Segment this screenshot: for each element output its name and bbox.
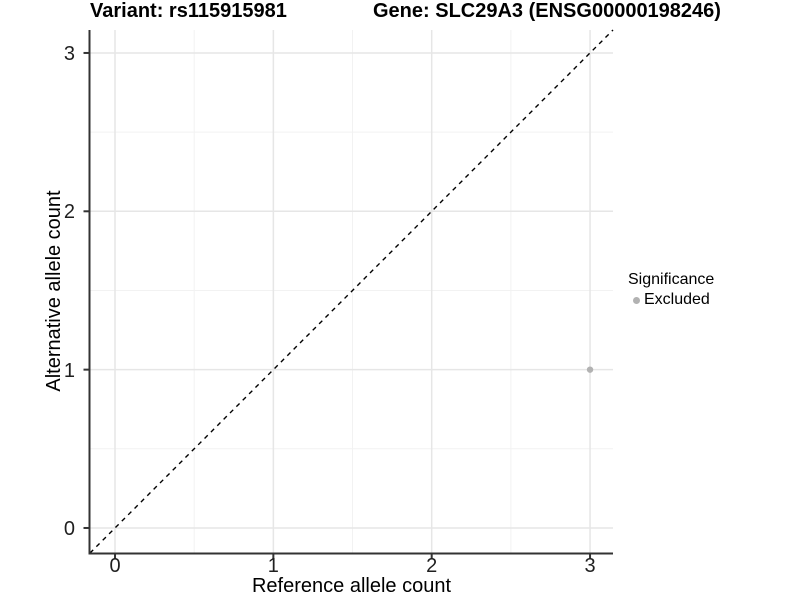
- legend-item-excluded: Excluded: [628, 290, 714, 310]
- x-tick-label: 2: [426, 555, 438, 577]
- legend: Significance Excluded: [628, 270, 714, 310]
- x-axis-title: Reference allele count: [251, 575, 451, 597]
- y-tick-label: 0: [63, 517, 75, 540]
- plot-title-variant: Variant: rs115915981: [90, 0, 287, 22]
- x-tick-label: 1: [267, 555, 279, 577]
- y-tick-label: 2: [63, 201, 75, 224]
- x-tick-label: 3: [584, 555, 596, 577]
- legend-title: Significance: [628, 271, 715, 288]
- identity-dashed-line: [89, 29, 614, 554]
- y-tick-label: 3: [63, 42, 75, 65]
- legend-key-dot: [633, 296, 640, 304]
- legend-item-label: Excluded: [644, 291, 710, 308]
- plot-title-gene: Gene: SLC29A3 (ENSG00000198246): [373, 0, 721, 22]
- y-tick-label: 1: [63, 359, 75, 382]
- x-tick-label: 0: [109, 555, 121, 577]
- data-point-excluded: [586, 366, 594, 373]
